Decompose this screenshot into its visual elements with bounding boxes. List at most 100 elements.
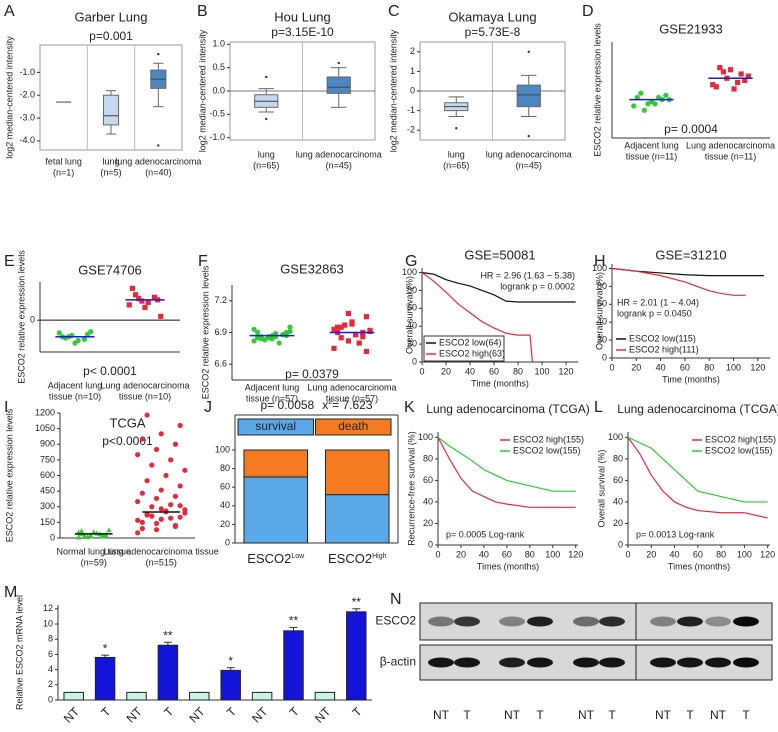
data-point <box>273 334 279 340</box>
data-point <box>335 324 341 330</box>
data-point <box>331 326 337 332</box>
y-tick-label: 20 <box>220 519 230 529</box>
data-point <box>172 493 179 499</box>
x-tick-label: 100 <box>726 362 741 372</box>
data-point <box>338 324 344 330</box>
data-point <box>177 503 183 509</box>
legend-swatch <box>237 418 314 436</box>
box <box>102 94 120 126</box>
y-tick-label: 900 <box>40 439 55 449</box>
data-point <box>149 513 155 519</box>
category-note: tissue (n=57) <box>326 393 378 403</box>
y-tick-label: -1.0 <box>19 67 35 77</box>
data-point <box>88 532 94 538</box>
data-point <box>139 298 145 304</box>
y-axis-label: ESCO2 relative expression levels <box>592 23 602 157</box>
band <box>677 616 703 627</box>
x-tick-label: 60 <box>693 549 703 559</box>
survival-curve <box>437 436 576 492</box>
legend-swatch <box>315 418 392 436</box>
x-tick-label: Adjacent lung <box>48 380 103 390</box>
x-tick-label: 0 <box>625 549 630 559</box>
lane-label: T <box>608 708 616 722</box>
y-tick-label: 7.2 <box>214 295 227 305</box>
data-point <box>638 90 644 96</box>
data-point <box>172 441 179 447</box>
bar <box>314 691 336 701</box>
chart-title: Garber Lung <box>75 9 148 24</box>
y-tick-label: 2 <box>48 679 53 689</box>
band <box>650 657 676 668</box>
legend-label: death <box>338 419 368 433</box>
data-point <box>331 345 337 351</box>
data-point <box>713 84 719 90</box>
x-tick-label: lung <box>102 156 119 166</box>
y-tick-label: 100 <box>608 432 623 442</box>
panel-letter: H <box>594 253 606 270</box>
y-tick-label: 40 <box>597 317 607 327</box>
legend-label: survival <box>255 419 296 433</box>
category-note: tissue (n=10) <box>119 391 171 401</box>
data-point <box>56 330 62 336</box>
bar-segment <box>324 494 390 544</box>
data-point <box>100 533 106 539</box>
legend-frame <box>423 335 505 362</box>
data-point <box>79 528 85 534</box>
y-axis-label: ESCO2 relative expression levels <box>16 250 26 384</box>
x-axis-label: Times (months) <box>668 561 730 571</box>
survival-curve <box>627 436 768 503</box>
data-point <box>710 82 716 88</box>
x-tick-label: lung <box>448 149 465 159</box>
subtitle: p=5.73E-8 <box>465 25 521 39</box>
panel-letter: E <box>4 253 15 270</box>
outlier <box>265 117 268 121</box>
data-point <box>129 285 135 291</box>
survival-curve <box>611 267 764 277</box>
bar <box>157 644 179 701</box>
data-point <box>139 526 145 532</box>
chart-title: GSE21933 <box>659 21 723 36</box>
data-point <box>81 336 88 342</box>
legend-label: ESCO2 low(155) <box>705 445 773 455</box>
panel-letter: G <box>405 253 417 270</box>
survival-curve <box>421 271 533 363</box>
data-point <box>158 313 164 319</box>
category-note: tissue (n=11) <box>705 151 757 161</box>
data-point <box>168 502 174 508</box>
subtitle: p=0.001 <box>89 29 133 43</box>
y-tick-label: 0 <box>410 85 415 95</box>
data-point <box>126 302 132 308</box>
data-point <box>163 472 169 479</box>
panel-letter: D <box>582 3 594 20</box>
band <box>527 616 553 627</box>
bar <box>63 691 84 701</box>
y-tick-label: 0 <box>50 532 55 542</box>
y-tick-label: 1 <box>410 66 415 76</box>
chart-title: GSE=31210 <box>655 247 726 262</box>
y-tick-label: 100 <box>402 267 417 277</box>
data-point <box>153 495 160 502</box>
chart-title: GSE74706 <box>78 262 142 277</box>
y-tick-label: 80 <box>423 453 433 463</box>
x-tick-label: NT <box>61 704 83 726</box>
band <box>454 657 480 668</box>
data-point <box>255 329 261 336</box>
data-point <box>172 523 179 530</box>
panel-letter: I <box>4 399 8 416</box>
data-point <box>717 65 723 71</box>
y-tick-label: 300 <box>40 501 55 511</box>
y-tick-label: 100 <box>418 432 433 442</box>
y-tick-label: 6.9 <box>214 327 227 337</box>
data-point <box>163 508 169 514</box>
data-point <box>342 322 348 328</box>
data-point <box>142 304 148 311</box>
band <box>573 657 599 668</box>
outlier <box>527 50 530 53</box>
y-tick-label: 2 <box>410 46 415 56</box>
category-note: (n=40) <box>145 167 171 177</box>
x-tick-label: 80 <box>525 549 535 559</box>
y-tick-label: 40 <box>220 500 230 510</box>
bar <box>251 691 273 701</box>
y-tick-label: 20 <box>613 518 623 528</box>
data-point <box>742 77 748 83</box>
